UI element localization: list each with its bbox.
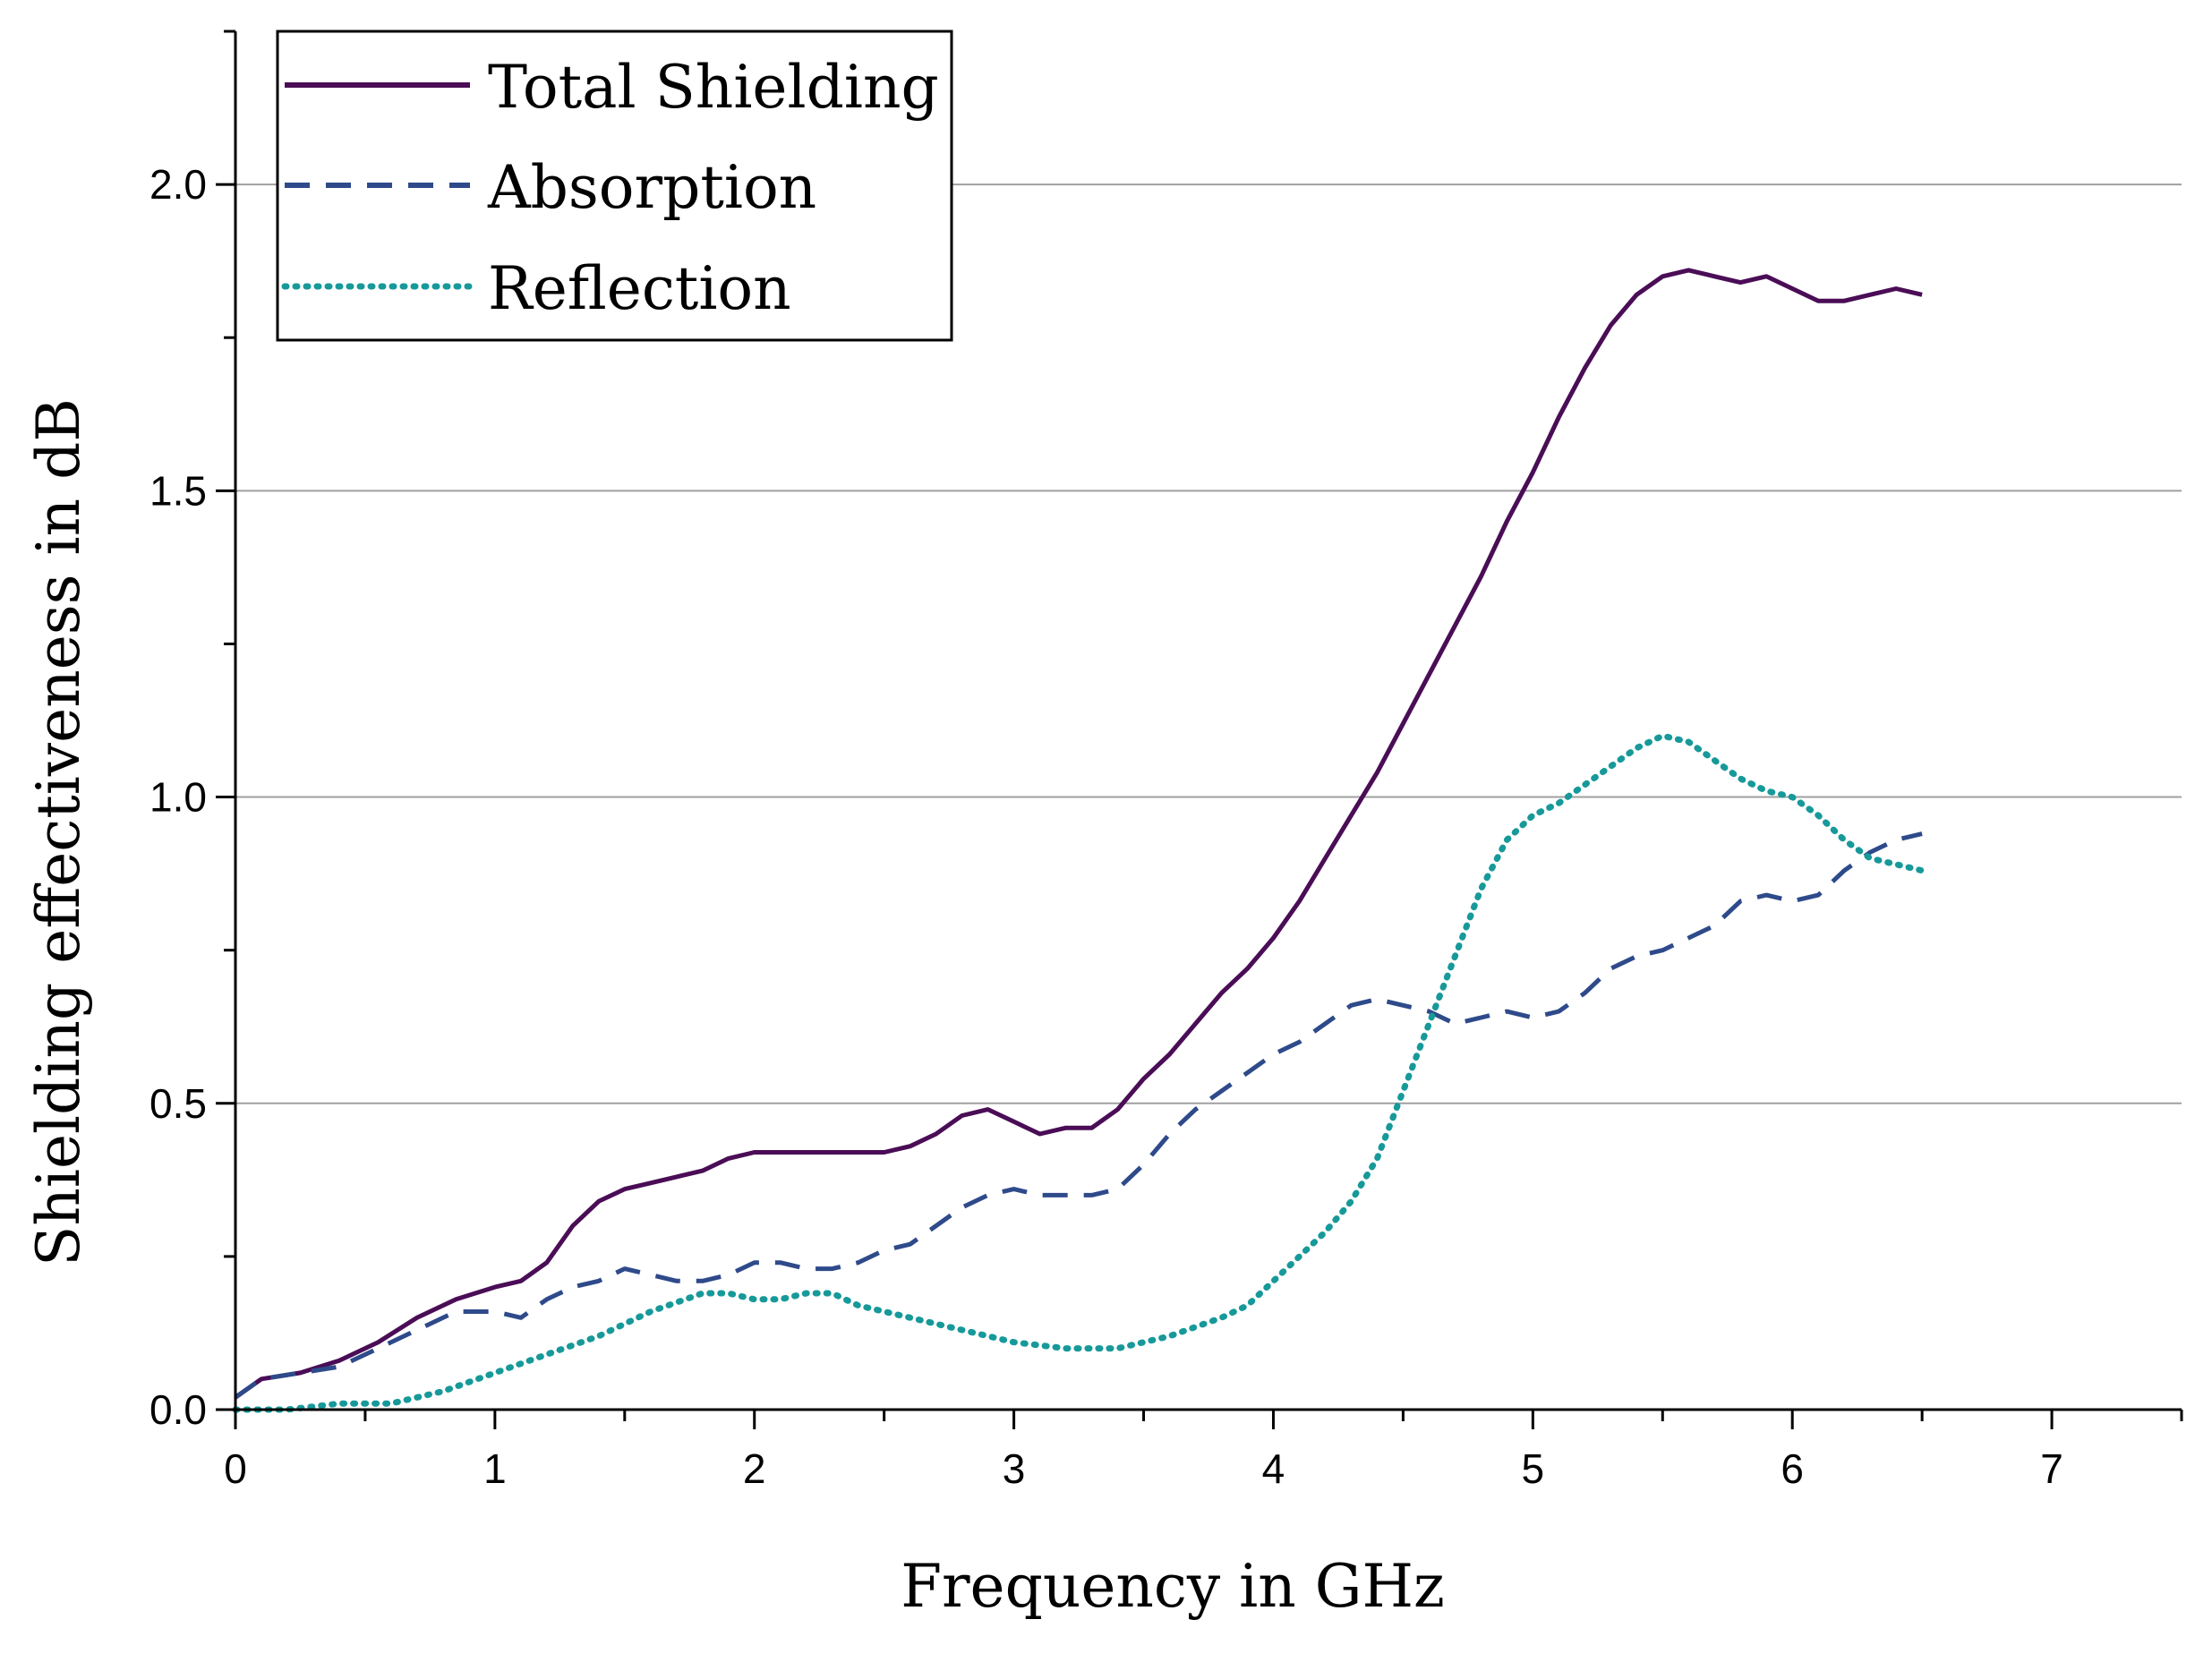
y-tick-label: 0.5 [149, 1080, 207, 1127]
series-line-total-shielding [234, 268, 1923, 1400]
y-tick-label: 0.0 [149, 1386, 207, 1433]
x-axis-title: Frequency in GHz [901, 1552, 1445, 1621]
x-tick-label: 5 [1522, 1445, 1545, 1492]
series-line-absorption [234, 831, 1923, 1400]
series-layer [232, 268, 1926, 1413]
x-tick-label: 0 [224, 1445, 247, 1492]
x-axis-ticks: 0 1 2 3 4 5 6 7 [224, 1410, 2183, 1492]
y-tick-label: 2.0 [149, 161, 207, 208]
legend-label-absorption: Absorption [487, 153, 816, 222]
legend-label-reflection: Reflection [488, 254, 791, 323]
legend-label-total-shielding: Total Shielding [488, 53, 939, 122]
y-tick-label: 1.0 [149, 774, 207, 821]
x-tick-label: 7 [2040, 1445, 2063, 1492]
y-axis-ticks: 0.0 0.5 1.0 1.5 2.0 [149, 30, 235, 1433]
axes [234, 31, 2182, 1411]
x-tick-label: 1 [483, 1445, 507, 1492]
y-axis-title: Shielding effectiveness in dB [24, 398, 93, 1266]
x-tick-label: 4 [1262, 1445, 1285, 1492]
x-tick-label: 2 [743, 1445, 766, 1492]
x-tick-label: 6 [1781, 1445, 1804, 1492]
x-tick-label: 3 [1003, 1445, 1026, 1492]
series-line-reflection [232, 732, 1926, 1413]
y-tick-label: 1.5 [149, 467, 207, 514]
legend: Total Shielding Absorption Reflection [276, 30, 953, 342]
